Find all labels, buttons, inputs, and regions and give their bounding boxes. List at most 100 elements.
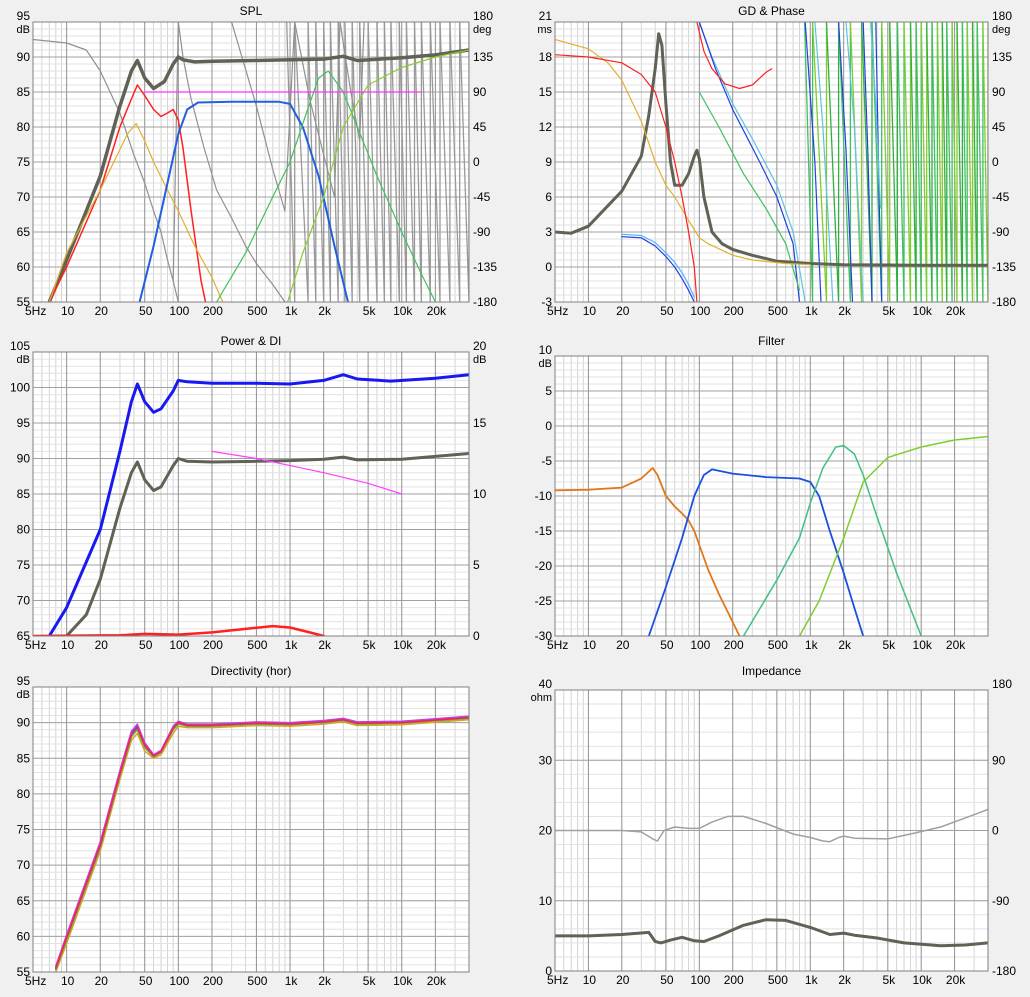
phase-wrap-line [398, 22, 408, 302]
chart-title: Filter [758, 334, 785, 348]
x-tick-label: 500 [247, 304, 267, 318]
y2-tick-label: -180 [473, 295, 497, 309]
phase-wrap-line [941, 22, 948, 302]
series-line-5 [621, 236, 695, 302]
y2-axis-unit: dB [473, 354, 486, 366]
phase-wrap-line [966, 22, 974, 302]
series-line-1 [47, 373, 469, 636]
x-tick-label: 10 [583, 304, 597, 318]
x-tick-label: 1k [805, 638, 819, 652]
x-tick-label: 2k [838, 304, 852, 318]
phase-wrap-line [367, 22, 378, 302]
series-line-2 [555, 808, 988, 843]
x-tick-label: 200 [203, 974, 223, 988]
phase-wrap-line [359, 22, 369, 302]
y-axis-unit: dB [17, 689, 30, 701]
phase-series-line [875, 22, 883, 302]
y-tick-label: 95 [17, 674, 31, 688]
chart-title: Impedance [742, 664, 802, 678]
x-tick-label: 5Hz [25, 638, 46, 652]
y2-tick-label: 10 [473, 487, 487, 501]
phase-wrap-line [439, 22, 451, 302]
series-line-4 [55, 715, 469, 968]
y2-tick-label: 5 [473, 558, 480, 572]
plot-frame [32, 351, 470, 637]
plot-frame [554, 689, 989, 972]
y-tick-label: -15 [535, 524, 553, 538]
phase-wrap-line [413, 22, 423, 302]
y-tick-label: 15 [539, 85, 553, 99]
phase-series-line [804, 22, 822, 302]
y-tick-label: 18 [539, 50, 553, 64]
y-tick-label: 55 [17, 295, 31, 309]
phase-wrap-line [936, 22, 943, 302]
phase-series-line [231, 22, 365, 212]
y-tick-label: 65 [17, 225, 31, 239]
x-tick-label: 5k [363, 638, 377, 652]
x-tick-label: 20k [427, 638, 447, 652]
chart-panel-3: Power & DI 105 100 95 90 85 80 75 70 65 dB 20 15 10 5 0… [0, 330, 515, 660]
y-tick-label: 60 [17, 929, 31, 943]
y2-axis-unit: deg [473, 24, 491, 36]
y2-tick-label: 0 [473, 629, 480, 643]
series-line-4 [798, 435, 988, 636]
y-tick-label: 30 [539, 753, 553, 767]
y-tick-label: -3 [541, 295, 552, 309]
series-line-6 [287, 49, 469, 302]
y2-tick-label: 180 [473, 9, 493, 23]
plot-series [33, 22, 469, 302]
phase-wrap-line [961, 22, 968, 302]
phase-wrap-line [889, 22, 899, 302]
series-line-2 [48, 84, 207, 302]
y-tick-label: 0 [545, 260, 552, 274]
y2-tick-label: -90 [992, 225, 1010, 239]
y-tick-label: 75 [17, 155, 31, 169]
x-tick-label: 200 [724, 638, 744, 652]
y-tick-label: 80 [17, 523, 31, 537]
x-tick-label: 5k [882, 973, 896, 987]
series-line-5 [55, 716, 469, 970]
phase-wrap-line [915, 22, 922, 302]
y-tick-label: 5 [545, 384, 552, 398]
x-tick-label: 20k [946, 304, 966, 318]
x-tick-label: 20 [616, 304, 630, 318]
plot-series [555, 435, 988, 636]
phase-wrap-line [903, 22, 912, 302]
y2-tick-label: -45 [473, 190, 491, 204]
y-tick-label: 9 [545, 155, 552, 169]
x-tick-label: 50 [660, 638, 674, 652]
y2-tick-label: -180 [992, 295, 1016, 309]
y-tick-label: 90 [17, 452, 31, 466]
y-tick-label: -10 [535, 489, 553, 503]
x-tick-label: 5Hz [25, 304, 46, 318]
phase-wrap-line [871, 22, 883, 302]
y2-tick-label: 90 [473, 85, 487, 99]
x-tick-label: 20 [95, 974, 109, 988]
x-tick-label: 200 [203, 304, 223, 318]
phase-wrap-line [946, 22, 953, 302]
x-tick-label: 20 [616, 638, 630, 652]
phase-wrap-line [315, 22, 325, 302]
series-line-1 [555, 32, 988, 267]
x-tick-label: 1k [285, 974, 299, 988]
y-tick-label: 90 [17, 716, 31, 730]
phase-series-line [814, 22, 834, 302]
x-tick-label: 200 [724, 304, 744, 318]
x-tick-label: 100 [690, 973, 710, 987]
y-tick-label: 100 [10, 381, 30, 395]
y2-tick-label: 0 [992, 155, 999, 169]
chart-title: GD & Phase [738, 4, 805, 18]
series-line-6 [621, 233, 695, 298]
plot-series [33, 373, 469, 636]
y-axis-unit: dB [539, 358, 552, 370]
plot-frame [554, 21, 989, 303]
y-tick-label: 80 [17, 120, 31, 134]
series-line-4 [696, 22, 773, 90]
y-tick-label: 65 [17, 894, 31, 908]
x-tick-label: 10k [913, 638, 933, 652]
x-tick-label: 1k [285, 304, 299, 318]
x-tick-label: 10 [61, 974, 75, 988]
y2-tick-label: 135 [473, 50, 493, 64]
x-tick-label: 200 [724, 973, 744, 987]
y2-axis-unit: deg [992, 24, 1010, 36]
